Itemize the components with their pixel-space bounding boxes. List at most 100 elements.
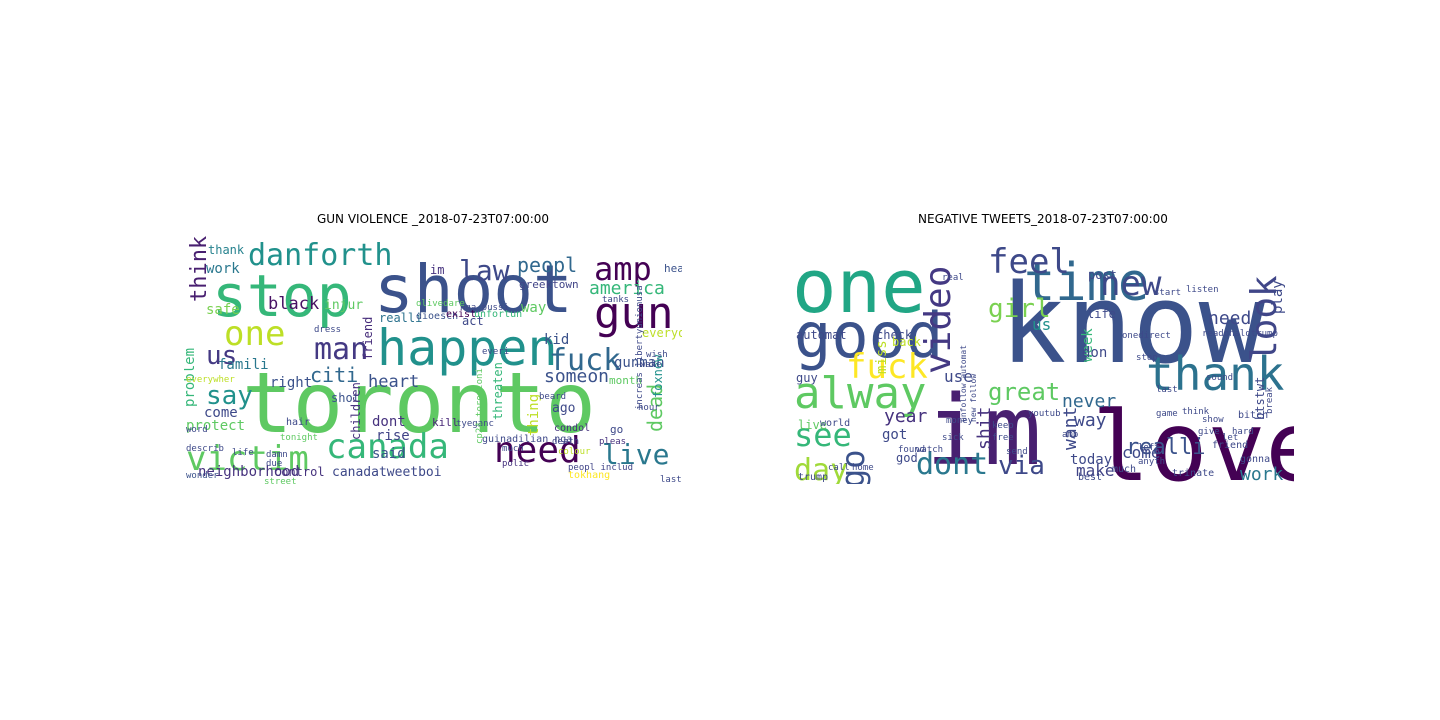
right-cloud-word-back: back bbox=[892, 335, 922, 349]
right-cloud-word-dont: dont bbox=[916, 447, 988, 482]
left-cloud-word-dont: dont bbox=[372, 414, 406, 430]
right-cloud-word-come: come bbox=[1122, 443, 1161, 462]
right-cloud-word-post: post bbox=[1088, 268, 1117, 282]
right-cloud-word-play: play bbox=[1270, 280, 1286, 314]
right-cloud-word-new-follow: new follow bbox=[969, 374, 978, 422]
right-cloud-word-start: start bbox=[1154, 288, 1181, 298]
left-cloud-word-condol: condol bbox=[554, 423, 590, 434]
right-cloud-word-bitch: bitch bbox=[1238, 410, 1268, 421]
left-cloud-word-come: come bbox=[204, 405, 238, 421]
left-cloud-word-peopl: peopl bbox=[517, 253, 577, 277]
left-cloud-word-beard: beard bbox=[539, 392, 566, 402]
right-cloud-word-free: free bbox=[992, 433, 1014, 443]
left-cloud-word-cp24-torontoni: cp24 torontoni bbox=[475, 368, 485, 444]
left-cloud-word-gun: gun bbox=[594, 288, 673, 339]
left-cloud-word-victim: victim bbox=[186, 439, 309, 479]
left-cloud-word-due: due bbox=[266, 459, 282, 469]
right-cloud-word-sound: sound bbox=[1206, 373, 1233, 383]
right-cloud-word-check: check bbox=[876, 328, 913, 342]
right-cloud-word-send: send bbox=[1006, 447, 1028, 457]
right-cloud-word-left: left bbox=[1138, 443, 1160, 453]
left-cloud-word-last: last bbox=[660, 475, 682, 484]
left-cloud-word-pleas: pleas bbox=[599, 437, 626, 447]
left-cloud-word-protect: protect bbox=[186, 418, 245, 434]
right-cloud-word-game: game bbox=[1156, 409, 1178, 419]
left-cloud-word-neighborhood: neighborhood bbox=[198, 464, 299, 480]
right-cloud-word-sick: sick bbox=[942, 433, 964, 443]
right-cloud-word-day: day bbox=[794, 453, 848, 484]
left-cloud-word-kid: kid bbox=[544, 332, 569, 348]
left-cloud-word-olivedare: olivedare bbox=[416, 299, 465, 309]
left-cloud-word-nga-pussi: nga pussi bbox=[460, 303, 509, 313]
right-cloud-word-btstwt: btstwt bbox=[1253, 377, 1267, 420]
left-cloud-word-law: law bbox=[459, 254, 510, 287]
right-cloud-word-work: work bbox=[1240, 464, 1284, 484]
right-cloud-word-listen: listen bbox=[1186, 285, 1219, 295]
left-cloud-word-man: man bbox=[314, 332, 368, 367]
right-cloud-word-god: god bbox=[896, 451, 918, 465]
right-cloud-word-think: think bbox=[1182, 407, 1210, 417]
left-cloud-word-go: go bbox=[610, 423, 623, 436]
left-cloud-word-unfortun: unfortun bbox=[474, 309, 522, 320]
left-cloud-word-us: us bbox=[206, 341, 237, 371]
left-cloud-word-street: street bbox=[264, 477, 297, 484]
left-cloud-word-injur: injur bbox=[324, 298, 363, 313]
left-cloud-word-citi: citi bbox=[310, 363, 358, 387]
right-cloud-word-live: live bbox=[798, 418, 827, 432]
right-cloud-word-amp: amp bbox=[1062, 430, 1078, 440]
right-cloud-word-break: break bbox=[1265, 386, 1275, 414]
left-cloud-word-tokhang: tokhang bbox=[568, 470, 610, 481]
left-cloud-word-think: think bbox=[187, 236, 212, 302]
right-cloud-word-feel: feel bbox=[988, 242, 1070, 282]
left-cloud-word-month: month bbox=[609, 374, 642, 387]
right-cloud-word-call: call bbox=[828, 463, 850, 473]
right-cloud-word-know: know bbox=[1000, 260, 1266, 388]
right-cloud-word-keep: keep bbox=[992, 421, 1014, 431]
right-cloud-word-best: best bbox=[1078, 472, 1102, 483]
left-cloud-word-shoot: shoot bbox=[374, 251, 573, 328]
right-cloud-word-stop: stop bbox=[1136, 353, 1158, 363]
right-cloud-word-never: never bbox=[1062, 391, 1116, 412]
left-cloud-word-rise: rise bbox=[376, 428, 410, 444]
left-cloud-word-everyon: everyon bbox=[642, 326, 682, 340]
left-cloud-word-canadatweetboi: canadatweetboi bbox=[332, 465, 442, 480]
left-cloud-word-tanks: tanks bbox=[602, 295, 629, 305]
left-cloud-word-increas-libertyunionusa: increas libertyunionusa bbox=[635, 285, 645, 410]
left-cloud-word-act: act bbox=[462, 314, 484, 328]
left-cloud-word-say: say bbox=[206, 381, 253, 411]
right-cloud-word-hard: hard bbox=[1232, 427, 1254, 437]
left-cloud-word-peopl-includ: peopl includ bbox=[568, 463, 633, 473]
left-cloud-word-canada: canada bbox=[326, 427, 449, 467]
left-cloud-word-describ: describ bbox=[186, 444, 224, 454]
right-cloud-word-go: go bbox=[834, 449, 872, 484]
left-cloud-word-one: one bbox=[224, 314, 285, 354]
left-cloud-word-heart: heart bbox=[368, 372, 419, 392]
left-cloud-word-threaten: threaten bbox=[491, 362, 505, 420]
left-cloud-word-thank: thank bbox=[208, 243, 245, 257]
left-cloud-word-wake: wake bbox=[640, 360, 662, 370]
right-cloud-word-trinate: trinate bbox=[1172, 468, 1214, 479]
left-cloud-word-danforth: danforth bbox=[248, 238, 393, 273]
left-cloud-word-tyeganc: tyeganc bbox=[456, 419, 494, 429]
left-panel-title: GUN VIOLENCE _2018-07-23T07:00:00 bbox=[316, 212, 550, 226]
right-cloud-word-see: see bbox=[794, 416, 852, 454]
right-cloud-word-make: make bbox=[1076, 461, 1115, 480]
left-cloud-word-greektown: greektown bbox=[519, 278, 579, 291]
right-cloud-word-way: way bbox=[1074, 410, 1107, 431]
right-cloud-word-time: time bbox=[1024, 253, 1149, 313]
left-cloud-word-hour: hour bbox=[638, 403, 660, 413]
left-cloud-word-kill: kill bbox=[432, 416, 459, 429]
right-cloud-word-last: last bbox=[1156, 385, 1178, 395]
right-cloud-word-don: don bbox=[1082, 345, 1107, 361]
left-cloud-word-dioesch: dioesch bbox=[416, 311, 458, 322]
left-cloud-word-famili: famili bbox=[218, 357, 269, 373]
left-cloud-word-tonight: tonight bbox=[280, 433, 318, 443]
left-cloud-word-death: death bbox=[552, 437, 579, 447]
left-cloud-word-live: live bbox=[602, 438, 669, 471]
left-cloud-word-gunman: gunman bbox=[614, 355, 665, 371]
right-cloud-word-anyth: anyth bbox=[1138, 457, 1165, 467]
left-cloud-word-word: word bbox=[186, 425, 208, 435]
left-cloud-word-fuck: fuck bbox=[549, 343, 621, 378]
right-wordcloud-panel: NEGATIVE TWEETS_2018-07-23T07:00:00 know… bbox=[788, 212, 1298, 488]
right-cloud-word-look: look bbox=[1244, 275, 1285, 362]
